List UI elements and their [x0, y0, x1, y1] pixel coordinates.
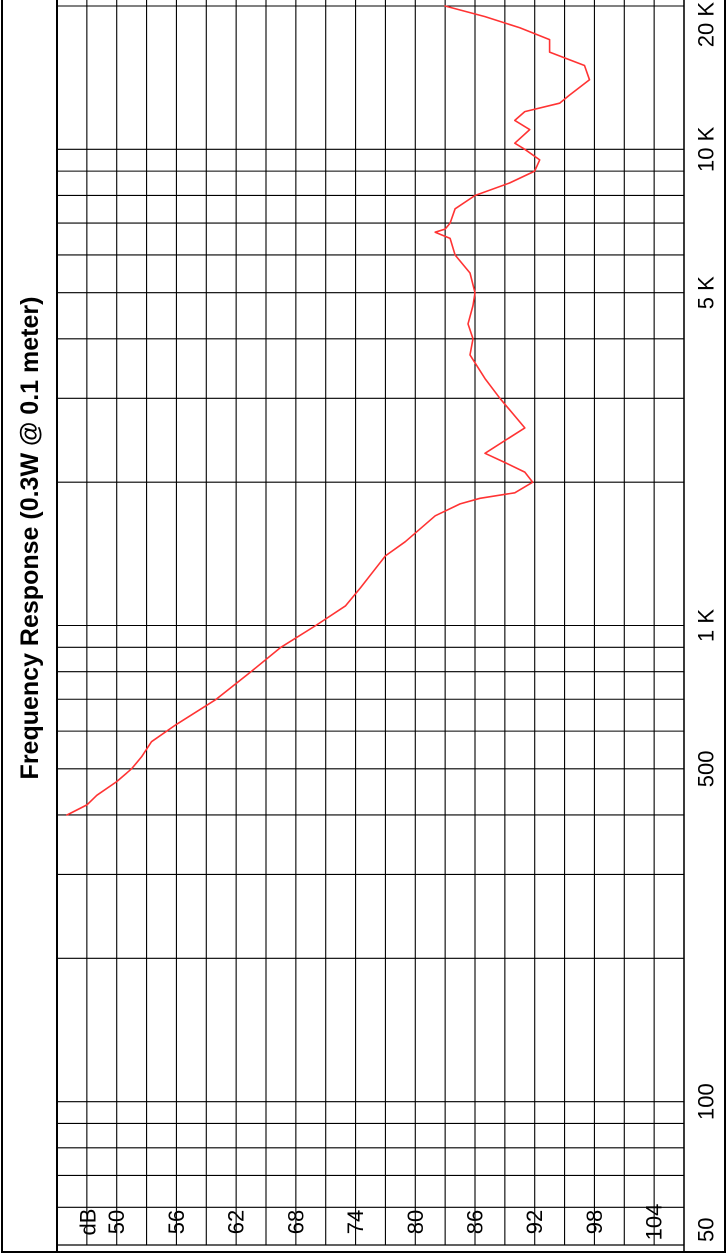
db-tick-label: 98: [582, 1210, 607, 1234]
db-tick-label: 68: [283, 1210, 308, 1234]
db-unit-label: dB: [76, 1209, 101, 1236]
frequency-tick-label: 10 K: [694, 126, 719, 172]
db-tick-label: 50: [104, 1210, 129, 1234]
frequency-tick-label: 5 K: [694, 276, 719, 309]
db-tick-label: 56: [164, 1210, 189, 1234]
frequency-tick-label: 1 K: [694, 609, 719, 642]
frequency-response-curve: [66, 5, 591, 816]
x-label-layer: 50 100 500 1 K 5 K 10 K 20 K: [694, 2, 719, 1242]
curve-layer: [66, 5, 591, 816]
frequency-tick-label: 50: [694, 1218, 719, 1242]
db-tick-label: 80: [403, 1210, 428, 1234]
db-tick-label: 92: [522, 1210, 547, 1234]
db-tick-label: 86: [463, 1210, 488, 1234]
title-band: Frequency Response (0.3W @ 0.1 meter): [16, 297, 44, 780]
y-label-layer: dB 104 98 92 86 80 74 68 62 56 50: [76, 1204, 667, 1241]
db-tick-label: 104: [642, 1204, 667, 1241]
frequency-tick-label: 20 K: [694, 2, 719, 48]
db-tick-label: 74: [343, 1210, 368, 1234]
chart-title: Frequency Response (0.3W @ 0.1 meter): [16, 297, 44, 780]
frequency-tick-label: 100: [694, 1083, 719, 1120]
db-tick-label: 62: [224, 1210, 249, 1234]
frequency-tick-label: 500: [694, 750, 719, 787]
